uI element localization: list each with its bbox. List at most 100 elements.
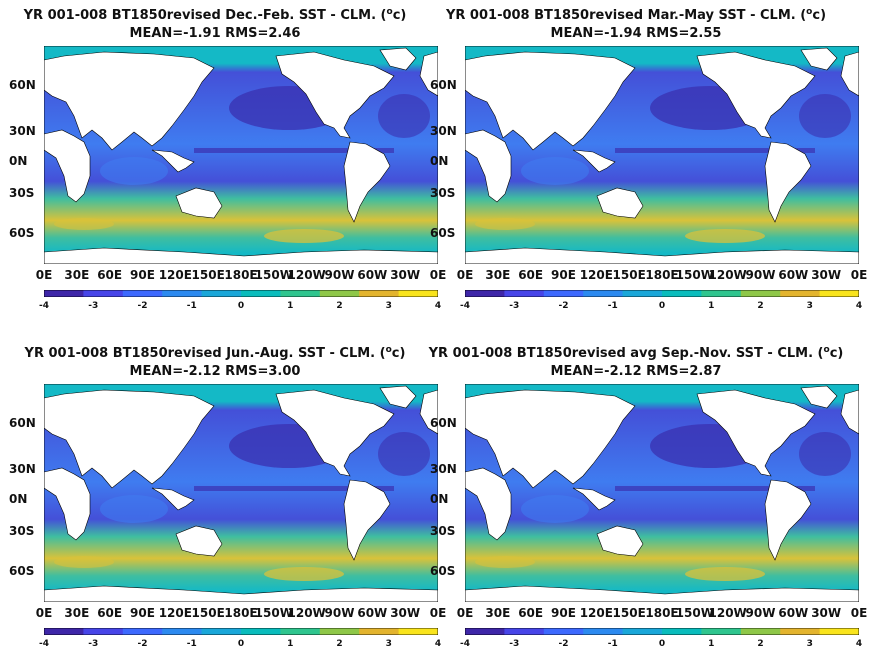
colorbar-swatch	[701, 628, 742, 635]
colorbar-tick: 1	[287, 639, 294, 649]
lon-label: 90W	[324, 606, 355, 620]
lon-label: 60E	[97, 606, 123, 620]
lon-label: 60E	[518, 268, 544, 282]
europe-east-edge-land	[840, 51, 859, 97]
lon-label: 150E	[612, 606, 646, 620]
lon-label: 60W	[778, 606, 809, 620]
southern-ocean-warm-anomaly	[685, 567, 765, 581]
colorbar-swatch	[504, 290, 545, 297]
lat-label: 30N	[430, 124, 457, 138]
lon-label: 0E	[429, 606, 447, 620]
lat-label: 60N	[9, 78, 36, 92]
sst-anomaly-map	[44, 384, 438, 602]
greenland-land	[800, 47, 838, 71]
colorbar-swatch	[780, 290, 821, 297]
lat-label: 60N	[9, 416, 36, 430]
colorbar-tick: 1	[287, 301, 294, 311]
africa-land	[465, 129, 512, 203]
colorbar-tick: -2	[558, 639, 569, 649]
map-panel-sep-nov: YR 001-008 BT1850revised avg Sep.-Nov. S…	[421, 338, 868, 658]
colorbar-swatch	[465, 628, 505, 635]
indian-ocean-anomaly	[100, 495, 168, 523]
antarctica-land	[44, 585, 438, 602]
lon-label: 120W	[708, 606, 747, 620]
colorbar-tick: -1	[186, 301, 197, 311]
panel-stats: MEAN=-1.91 RMS=2.46	[129, 26, 301, 41]
lat-label: 0N	[430, 154, 449, 168]
lat-label: 30N	[9, 124, 36, 138]
lon-label: 180E	[224, 268, 258, 282]
landmasses	[44, 47, 438, 264]
colorbar-swatch	[201, 290, 242, 297]
colorbar-tick: 4	[434, 301, 442, 311]
indian-ocean-anomaly	[100, 157, 168, 185]
lon-label: 90W	[745, 606, 776, 620]
panel-title-unit: c)	[829, 346, 844, 361]
lon-label: 0E	[850, 606, 868, 620]
greenland-land	[379, 385, 417, 409]
lon-label: 120E	[158, 606, 192, 620]
colorbar-tick: -4	[460, 301, 470, 311]
europe-east-edge-land	[419, 51, 438, 97]
north-atlantic-cold-anomaly	[799, 432, 851, 476]
maritime-continent-land	[572, 149, 616, 173]
colorbar	[465, 290, 859, 297]
antarctica-land	[44, 247, 438, 264]
colorbar-swatch	[819, 290, 859, 297]
colorbar-swatch	[543, 290, 584, 297]
australia-land	[175, 525, 223, 557]
colorbar-swatch	[201, 628, 242, 635]
colorbar-swatch	[398, 628, 438, 635]
colorbar-tick: -1	[607, 639, 618, 649]
colorbar-swatch	[398, 290, 438, 297]
colorbar-swatch	[319, 290, 360, 297]
maritime-continent-land	[151, 149, 195, 173]
colorbar-tick: -2	[137, 301, 148, 311]
south-america-land	[764, 141, 812, 223]
panel-title-unit: c)	[812, 8, 827, 23]
lon-label: 0E	[35, 606, 53, 620]
lon-label: 150E	[191, 606, 225, 620]
colorbar-swatch	[122, 628, 163, 635]
lon-label: 150W	[675, 606, 714, 620]
map-panel-jun-aug: YR 001-008 BT1850revised Jun.-Aug. SST -…	[0, 338, 446, 658]
indian-ocean-anomaly	[521, 495, 589, 523]
degree-superscript: o	[806, 7, 813, 17]
landmasses	[44, 385, 438, 602]
lat-label: 30S	[9, 524, 35, 538]
colorbar-tick: 4	[855, 639, 863, 649]
lon-label: 30W	[811, 268, 842, 282]
colorbar-swatch	[162, 628, 203, 635]
lon-label: 30W	[390, 268, 421, 282]
africa-land	[44, 467, 91, 541]
south-atlantic-warm-anomaly	[475, 218, 535, 230]
europe-east-edge-land	[840, 389, 859, 435]
colorbar-tick: 4	[855, 301, 863, 311]
colorbar-tick: 2	[757, 301, 764, 311]
lon-label: 0E	[456, 268, 474, 282]
panel-title-text: YR 001-008 BT1850revised Mar.-May SST - …	[445, 8, 807, 23]
map-panel-mar-may: YR 001-008 BT1850revised Mar.-May SST - …	[421, 0, 867, 320]
colorbar-swatch	[780, 628, 821, 635]
colorbar-tick: -2	[558, 301, 569, 311]
colorbar-tick: 3	[806, 639, 813, 649]
colorbar-swatch	[162, 290, 203, 297]
colorbar-tick: -3	[88, 639, 99, 649]
sst-anomaly-map	[44, 46, 438, 264]
colorbar-tick: 0	[658, 639, 666, 649]
north-america-land	[696, 51, 816, 139]
colorbar-swatch	[44, 628, 84, 635]
colorbar-swatch	[543, 628, 584, 635]
lon-label: 120E	[158, 268, 192, 282]
colorbar-tick: -2	[137, 639, 148, 649]
lat-label: 60S	[430, 226, 456, 240]
panel-title-unit: c)	[391, 346, 406, 361]
lon-label: 120W	[287, 606, 326, 620]
colorbar-tick: 1	[708, 301, 715, 311]
antarctica-land	[465, 585, 859, 602]
colorbar-tick: 2	[757, 639, 764, 649]
colorbar-tick: -1	[607, 301, 618, 311]
colorbar-swatch	[359, 628, 400, 635]
lon-label: 180E	[224, 606, 258, 620]
lat-label: 60S	[430, 564, 456, 578]
